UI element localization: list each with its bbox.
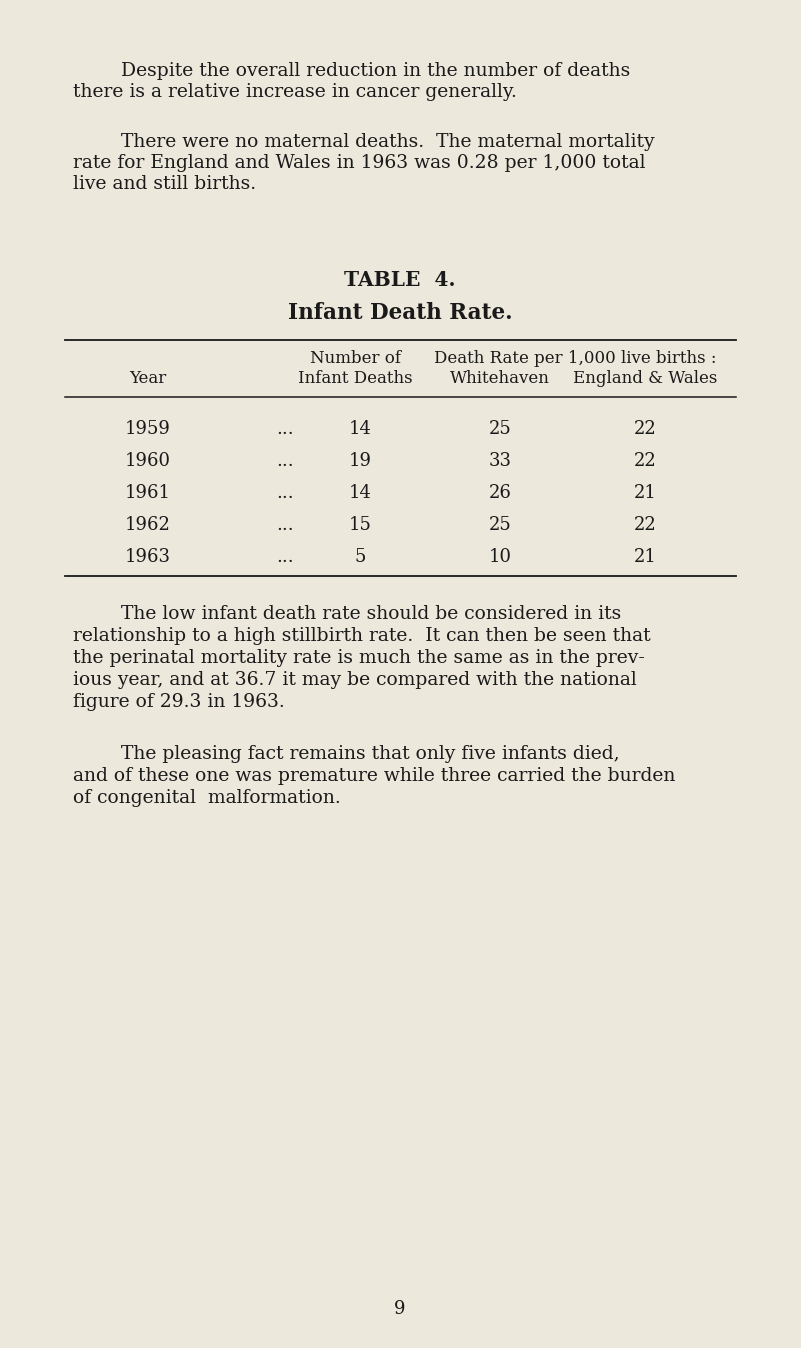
Text: 22: 22: [634, 516, 656, 534]
Text: 1963: 1963: [125, 549, 171, 566]
Text: ...: ...: [276, 452, 294, 470]
Text: 19: 19: [348, 452, 372, 470]
Text: 21: 21: [634, 484, 657, 501]
Text: ...: ...: [276, 549, 294, 566]
Text: ...: ...: [276, 421, 294, 438]
Text: 22: 22: [634, 452, 656, 470]
Text: 14: 14: [348, 484, 372, 501]
Text: There were no maternal deaths.  The maternal mortality: There were no maternal deaths. The mater…: [73, 133, 654, 151]
Text: there is a relative increase in cancer generally.: there is a relative increase in cancer g…: [73, 84, 517, 101]
Text: ...: ...: [276, 516, 294, 534]
Text: 25: 25: [489, 516, 511, 534]
Text: 25: 25: [489, 421, 511, 438]
Text: ...: ...: [276, 484, 294, 501]
Text: of congenital  malformation.: of congenital malformation.: [73, 789, 340, 807]
Text: and of these one was premature while three carried the burden: and of these one was premature while thr…: [73, 767, 675, 785]
Text: relationship to a high stillbirth rate.  It can then be seen that: relationship to a high stillbirth rate. …: [73, 627, 650, 644]
Text: Death Rate per 1,000 live births :: Death Rate per 1,000 live births :: [434, 350, 716, 367]
Text: 33: 33: [489, 452, 512, 470]
Text: 14: 14: [348, 421, 372, 438]
Text: 22: 22: [634, 421, 656, 438]
Text: 1959: 1959: [125, 421, 171, 438]
Text: The low infant death rate should be considered in its: The low infant death rate should be cons…: [73, 605, 622, 623]
Text: 1960: 1960: [125, 452, 171, 470]
Text: rate for England and Wales in 1963 was 0.28 per 1,000 total: rate for England and Wales in 1963 was 0…: [73, 154, 646, 173]
Text: 9: 9: [394, 1299, 406, 1318]
Text: England & Wales: England & Wales: [573, 369, 717, 387]
Text: 10: 10: [489, 549, 512, 566]
Text: 26: 26: [489, 484, 511, 501]
Text: 1961: 1961: [125, 484, 171, 501]
Text: The pleasing fact remains that only five infants died,: The pleasing fact remains that only five…: [73, 745, 620, 763]
Text: Infant Deaths: Infant Deaths: [298, 369, 413, 387]
Text: live and still births.: live and still births.: [73, 175, 256, 193]
Text: Whitehaven: Whitehaven: [450, 369, 550, 387]
Text: TABLE  4.: TABLE 4.: [344, 270, 456, 290]
Text: Year: Year: [130, 369, 167, 387]
Text: the perinatal mortality rate is much the same as in the prev-: the perinatal mortality rate is much the…: [73, 648, 645, 667]
Text: 15: 15: [348, 516, 372, 534]
Text: Infant Death Rate.: Infant Death Rate.: [288, 302, 513, 324]
Text: figure of 29.3 in 1963.: figure of 29.3 in 1963.: [73, 693, 284, 710]
Text: Despite the overall reduction in the number of deaths: Despite the overall reduction in the num…: [73, 62, 630, 80]
Text: Number of: Number of: [309, 350, 400, 367]
Text: 21: 21: [634, 549, 657, 566]
Text: ious year, and at 36.7 it may be compared with the national: ious year, and at 36.7 it may be compare…: [73, 671, 637, 689]
Text: 5: 5: [354, 549, 366, 566]
Text: 1962: 1962: [125, 516, 171, 534]
